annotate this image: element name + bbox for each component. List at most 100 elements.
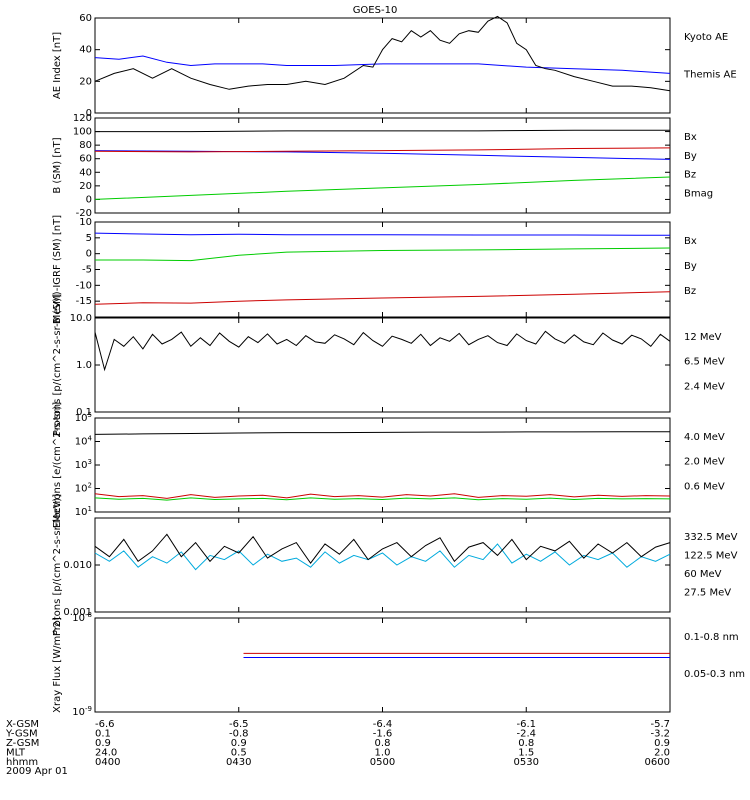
y-tick-label: -10 xyxy=(76,280,92,291)
panel-frame xyxy=(94,17,671,114)
footer-row-value: -6.1 xyxy=(516,719,536,730)
y-axis-label: Xray Flux [W/m^2] xyxy=(52,617,63,713)
legend-entry: 0.6 MeV xyxy=(684,481,725,492)
footer-row-value: 0.9 xyxy=(654,738,670,749)
legend-entry: 6.5 MeV xyxy=(684,357,725,368)
y-tick-label: 104 xyxy=(75,435,93,448)
legend-entry: Bx xyxy=(684,132,697,143)
series-line xyxy=(94,497,671,501)
legend-entry: By xyxy=(684,151,697,162)
y-axis-label: B (SM)-IGRF (SM) [nT] xyxy=(52,215,63,324)
y-axis-label: B (SM) [nT] xyxy=(52,137,63,193)
series-line xyxy=(95,129,670,133)
series-line xyxy=(94,150,671,160)
y-tick-label: 40 xyxy=(79,167,92,178)
legend-entry: 332.5 MeV xyxy=(684,532,738,543)
footer-row-value: -3.2 xyxy=(650,729,670,740)
y-tick-label: 0.001 xyxy=(63,607,92,618)
footer-row-value: 0.5 xyxy=(231,748,247,759)
y-tick-label: 0 xyxy=(86,249,92,260)
legend-entry: 122.5 MeV xyxy=(684,551,738,562)
footer-row-label: X-GSM xyxy=(6,719,39,730)
panel-frame xyxy=(94,117,671,214)
y-tick-label: 10-9 xyxy=(72,705,92,718)
y-tick-label: 80 xyxy=(79,140,92,151)
y-tick-label: 1.0 xyxy=(76,360,92,371)
footer-row-value: -1.6 xyxy=(373,729,393,740)
footer-row-label: Y-GSM xyxy=(5,729,38,740)
footer-row-label: MLT xyxy=(6,748,26,759)
legend-entry: Bz xyxy=(684,170,696,181)
legend-entry: By xyxy=(684,261,697,272)
series-line xyxy=(94,147,671,153)
y-tick-label: 0.1 xyxy=(76,407,92,418)
legend-entry: Bz xyxy=(684,286,696,297)
y-tick-label: 10.0 xyxy=(70,313,92,324)
y-tick-label: -20 xyxy=(76,208,92,219)
footer-row-value: 1.0 xyxy=(375,748,391,759)
panel-1: 0 20 40 60 AE Index [nT] Kyoto AE Themis AE xyxy=(52,13,737,119)
y-tick-label: 5 xyxy=(86,233,92,244)
legend-entry: 2.4 MeV xyxy=(684,381,725,392)
y-tick-label: 102 xyxy=(75,482,92,495)
legend-entry: 0.05-0.3 nm xyxy=(684,669,745,680)
y-tick-label: 105 xyxy=(75,411,92,424)
panel-frame xyxy=(94,617,671,713)
y-tick-label: 100 xyxy=(73,127,92,138)
panels: 0 20 40 60 AE Index [nT] Kyoto AE Themis AE -20… xyxy=(52,13,745,718)
series-line xyxy=(94,55,671,74)
footer-date: 2009 Apr 01 xyxy=(6,766,68,777)
footer-row-value: 24.0 xyxy=(95,748,117,759)
footer-row-value: 1.5 xyxy=(518,748,534,759)
legend-entry: 60 MeV xyxy=(684,569,722,580)
legend-entry: 4.0 MeV xyxy=(684,432,725,443)
y-tick-label: -15 xyxy=(76,296,92,307)
footer-row-value: 0.9 xyxy=(95,738,111,749)
legend-entry: 27.5 MeV xyxy=(684,588,731,599)
y-tick-label: 0 xyxy=(86,194,92,205)
footer-row-value: 0.1 xyxy=(95,729,111,740)
y-tick-label: -5 xyxy=(82,265,92,276)
legend-entry: Bmag xyxy=(684,188,713,199)
legend-entry: Bx xyxy=(684,236,697,247)
panel-frame xyxy=(94,517,671,613)
series-line xyxy=(94,493,671,499)
y-tick-label: 0 xyxy=(86,108,92,119)
y-tick-label: 0.010 xyxy=(63,560,92,571)
footer-row-value: 0.8 xyxy=(375,738,391,749)
legend-entry: 0.1-0.8 nm xyxy=(684,632,739,643)
footer-row-value: 2.0 xyxy=(654,748,670,759)
series-line xyxy=(94,533,671,564)
y-axis-label: Protons [p/(cm^2-s-sr-MeV)] xyxy=(52,494,63,636)
panel-5: 101 102 103 104 105 Electrons [e/(cm^2-s-sr)]… xyxy=(52,402,725,528)
panel-7: 10-9 10-8 Xray Flux [W/m^2] 0.1-0.8 nm 0.05-… xyxy=(52,611,745,718)
y-tick-label: 20 xyxy=(79,76,92,87)
y-tick-label: 101 xyxy=(75,505,92,518)
footer-row-value: -2.4 xyxy=(516,729,536,740)
y-axis-label: Protons [p/(cm^2-s-sr-MeV)] xyxy=(52,294,63,436)
y-tick-label: 60 xyxy=(79,13,92,24)
footer-row-value: 0500 xyxy=(370,757,395,768)
legend-entry: 2.0 MeV xyxy=(684,457,725,468)
y-tick-label: 10-8 xyxy=(72,611,92,624)
y-tick-label: 40 xyxy=(79,45,92,56)
series-line xyxy=(94,431,670,435)
footer-row-value: 0430 xyxy=(226,757,251,768)
legend-entry: 12 MeV xyxy=(684,332,722,343)
footer-row-value: 0.8 xyxy=(518,738,534,749)
series-line xyxy=(94,15,671,92)
series-line xyxy=(94,330,671,372)
panel-2: -20 0 20 40 60 80 100 120 B (SM) [nT] Bx By Bz Bmag xyxy=(52,113,713,219)
series-line xyxy=(94,543,671,571)
y-tick-label: 120 xyxy=(73,113,92,124)
y-tick-label: 103 xyxy=(75,458,92,471)
y-axis-label: Electrons [e/(cm^2-s-sr)] xyxy=(52,402,63,528)
y-tick-label: 20 xyxy=(79,181,92,192)
footer-row-value: -5.7 xyxy=(650,719,670,730)
legend-entry: Kyoto AE xyxy=(684,32,728,43)
series-line xyxy=(94,176,671,200)
footer-table: 2009 Apr 01 X-GSM -6.6 -6.5 -6.4 -6.1 -5.7 Y-G… xyxy=(5,719,670,777)
y-axis-label: AE Index [nT] xyxy=(52,32,63,99)
footer-row-value: -6.4 xyxy=(373,719,393,730)
